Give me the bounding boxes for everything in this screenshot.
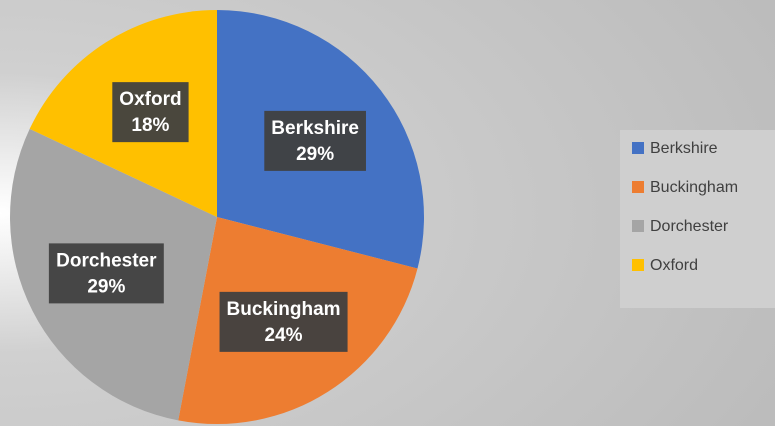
- data-label-value: 18%: [131, 115, 169, 136]
- legend-label: Berkshire: [650, 140, 718, 157]
- data-label-name: Buckingham: [227, 299, 341, 320]
- legend-label: Dorchester: [650, 218, 729, 235]
- data-label-value: 24%: [265, 325, 303, 346]
- data-label-box: [264, 110, 366, 171]
- legend-swatch: [632, 142, 644, 154]
- legend-swatch: [632, 220, 644, 232]
- data-label-value: 29%: [296, 144, 334, 165]
- legend-swatch: [632, 259, 644, 271]
- data-label-name: Dorchester: [56, 250, 157, 271]
- legend-swatch: [632, 181, 644, 193]
- data-label-box: [112, 82, 189, 143]
- data-label-name: Oxford: [119, 89, 181, 110]
- legend-box: [620, 130, 775, 308]
- legend-label: Buckingham: [650, 179, 738, 196]
- data-label-box: [48, 243, 164, 304]
- data-label-name: Berkshire: [271, 118, 359, 139]
- data-label: Berkshire 29%: [264, 110, 366, 171]
- legend-label: Oxford: [650, 257, 698, 274]
- data-label: Buckingham 24%: [219, 291, 348, 352]
- data-label: Oxford 18%: [112, 82, 189, 143]
- data-label-value: 29%: [87, 276, 125, 297]
- data-label-box: [219, 291, 348, 352]
- data-label: Dorchester 29%: [48, 243, 164, 304]
